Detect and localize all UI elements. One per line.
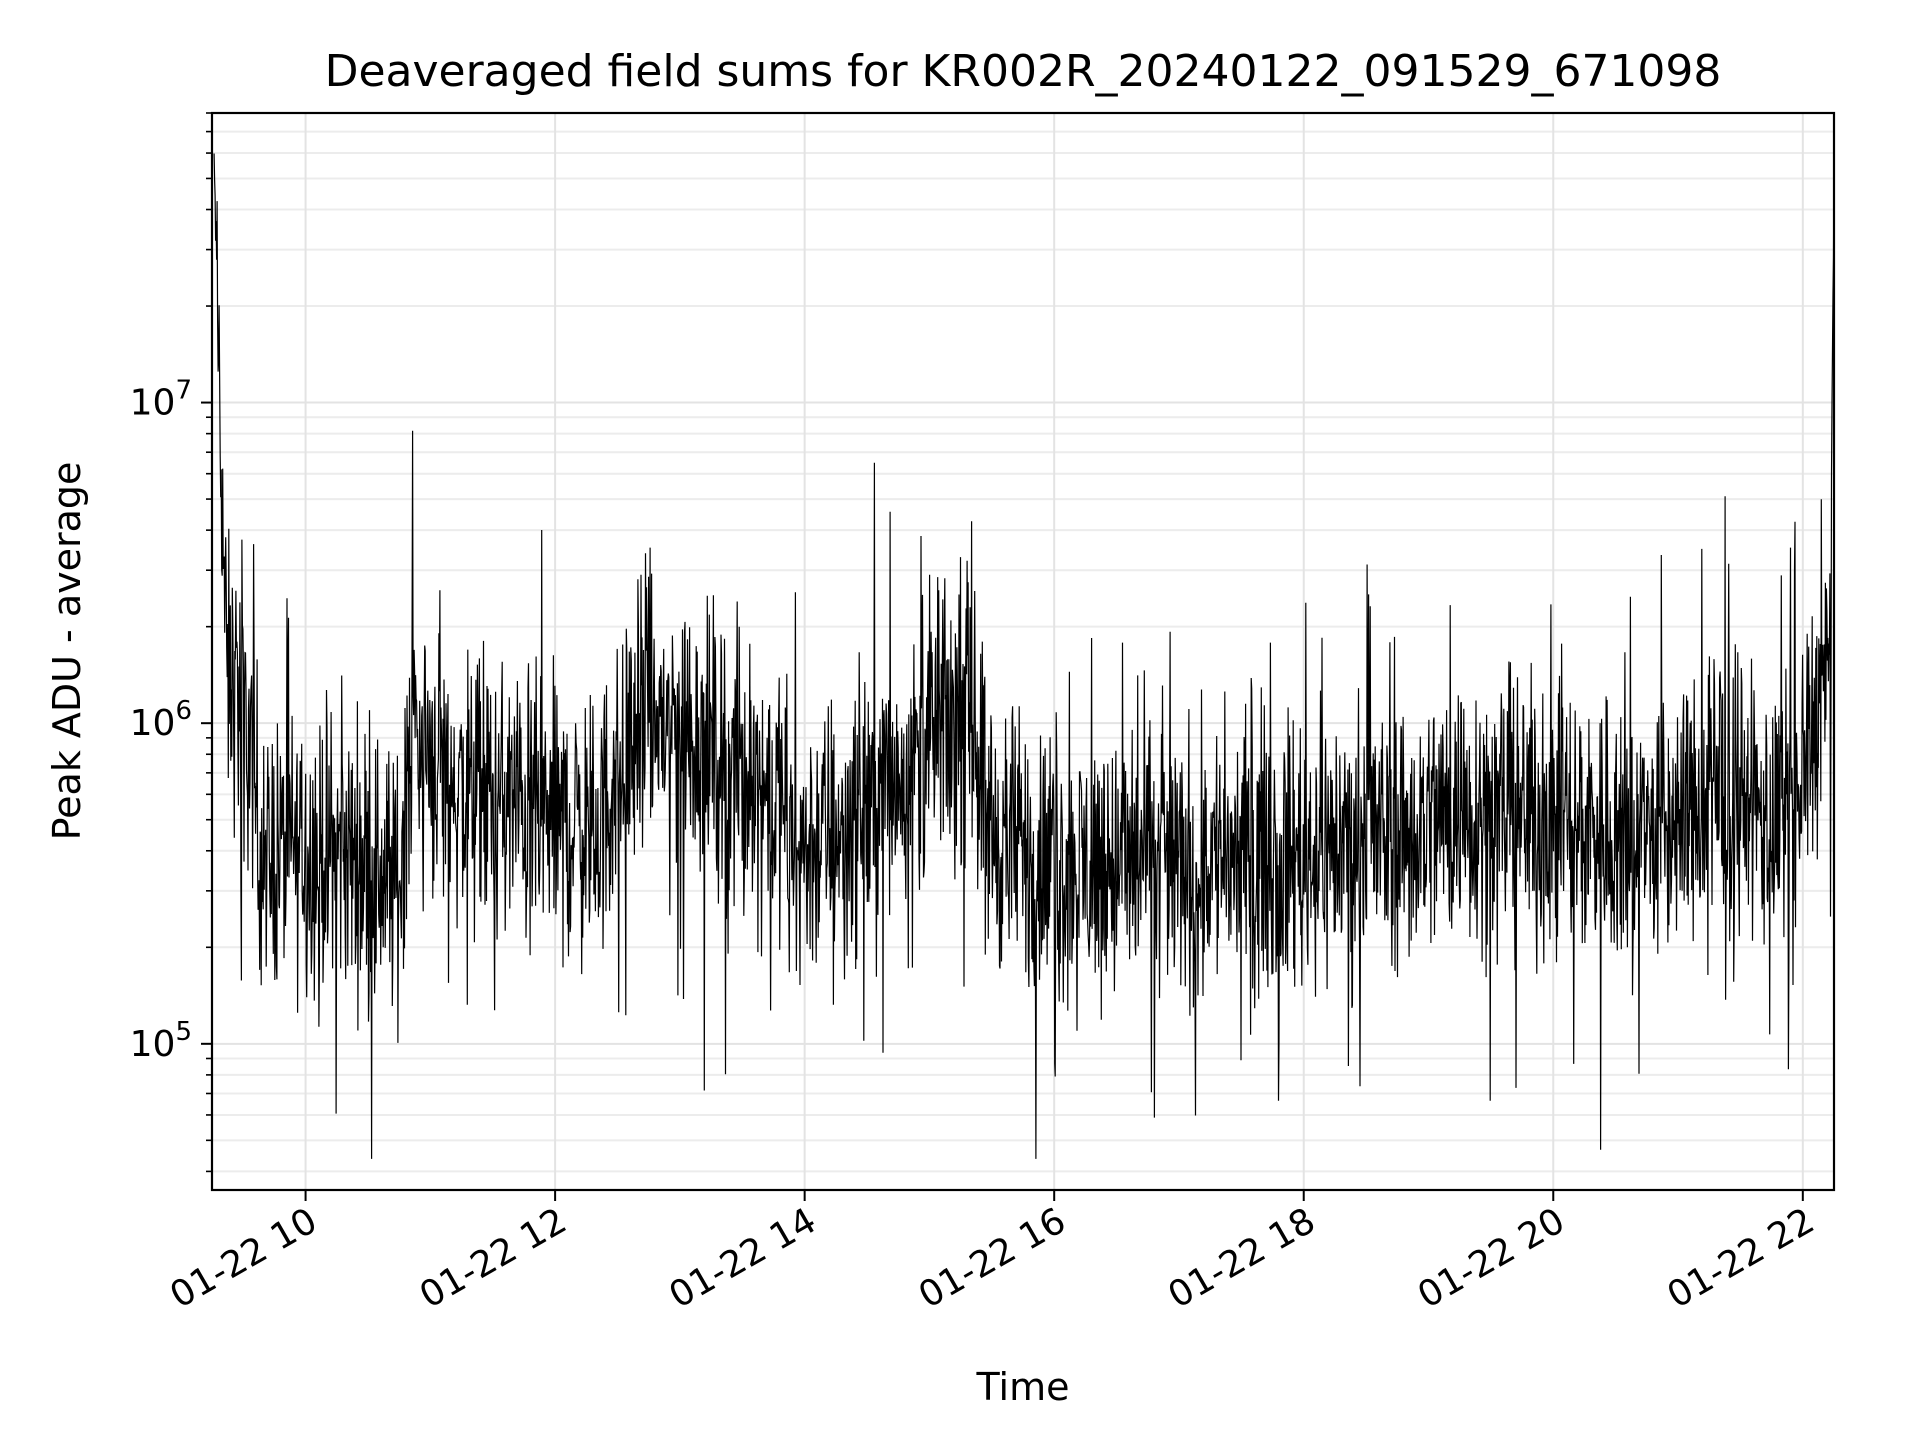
y-tick-base: 10 bbox=[130, 703, 176, 744]
y-tick-exponent: 6 bbox=[175, 696, 192, 726]
y-tick-label: 107 bbox=[130, 376, 192, 424]
y-tick-label: 105 bbox=[130, 1017, 192, 1065]
minor-gridlines bbox=[212, 112, 1834, 1173]
x-axis-label: Time bbox=[976, 1365, 1070, 1409]
chart-title: Deaveraged field sums for KR002R_2024012… bbox=[325, 46, 1722, 97]
series-line bbox=[213, 144, 1834, 1159]
plot-frame bbox=[210, 111, 1836, 1192]
plot-clip-group bbox=[213, 144, 1834, 1159]
y-axis-label: Peak ADU - average bbox=[45, 462, 89, 841]
y-tick-exponent: 5 bbox=[175, 1017, 192, 1047]
y-tick-base: 10 bbox=[130, 383, 176, 424]
y-tick-base: 10 bbox=[130, 1024, 176, 1065]
y-tick-exponent: 7 bbox=[175, 376, 192, 406]
y-tick-label: 106 bbox=[130, 696, 192, 744]
